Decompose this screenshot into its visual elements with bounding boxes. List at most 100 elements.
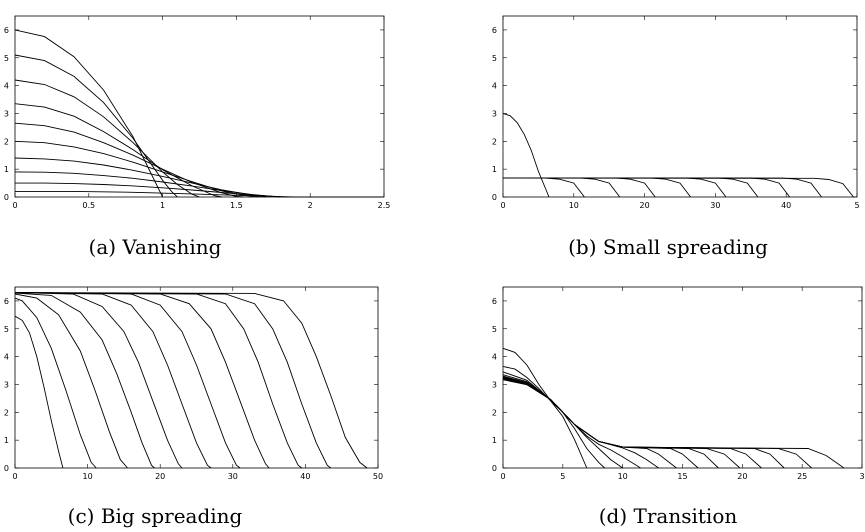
x-tick-label: 3 — [859, 472, 864, 481]
series-line-5 — [503, 177, 691, 198]
y-tick-label: 2 — [492, 137, 497, 146]
y-tick-label: 4 — [4, 353, 9, 362]
x-tick-label: 1.5 — [230, 201, 243, 210]
series-line-8 — [14, 292, 270, 469]
series-line-6 — [14, 140, 259, 198]
series-line-13 — [502, 379, 845, 469]
x-tick-label: 0 — [12, 201, 17, 210]
series-line-2 — [14, 54, 178, 198]
y-tick-label: 5 — [492, 325, 497, 334]
x-tick-label: 0 — [500, 472, 505, 481]
caption-a: (a) Vanishing — [89, 235, 222, 259]
series-line-11 — [14, 292, 368, 469]
plot-frame — [14, 286, 379, 469]
x-tick-label: 5 — [560, 472, 565, 481]
series-line-5 — [14, 122, 244, 198]
x-tick-label: 0.5 — [82, 201, 95, 210]
series-line-6 — [502, 376, 677, 469]
series-line-8 — [502, 377, 719, 469]
series-line-1 — [502, 113, 550, 198]
y-tick-label: 1 — [4, 436, 9, 445]
caption-d: (d) Transition — [599, 504, 738, 528]
y-tick-label: 0 — [4, 193, 9, 202]
y-tick-label: 5 — [4, 325, 9, 334]
x-tick-label: 30 — [710, 201, 720, 210]
series-line-7 — [503, 177, 759, 198]
x-tick-label: 10 — [569, 201, 579, 210]
x-tick-label: 0 — [500, 201, 505, 210]
series-line-4 — [14, 103, 222, 198]
x-tick-label: 5 — [854, 201, 859, 210]
x-tick-label: 20 — [155, 472, 165, 481]
y-tick-label: 0 — [492, 464, 497, 473]
y-tick-label: 1 — [4, 165, 9, 174]
x-tick-label: 30 — [228, 472, 238, 481]
x-tick-label: 2 — [308, 201, 313, 210]
series-line-4 — [503, 177, 656, 198]
caption-c: (c) Big spreading — [68, 504, 243, 528]
x-tick-label: 25 — [797, 472, 807, 481]
series-line-9 — [503, 177, 822, 198]
series-line-3 — [502, 371, 623, 469]
y-tick-label: 6 — [492, 26, 497, 35]
x-tick-label: 40 — [781, 201, 791, 210]
y-tick-label: 3 — [492, 109, 497, 118]
y-tick-label: 6 — [4, 26, 9, 35]
series-line-8 — [503, 177, 791, 198]
y-tick-label: 5 — [492, 54, 497, 63]
caption-b: (b) Small spreading — [568, 235, 768, 259]
y-tick-label: 1 — [492, 436, 497, 445]
series-line-4 — [14, 292, 155, 469]
y-tick-label: 3 — [492, 380, 497, 389]
series-line-6 — [503, 177, 727, 198]
y-tick-label: 0 — [4, 464, 9, 473]
series-line-10 — [15, 190, 296, 198]
series-line-9 — [14, 292, 303, 469]
plot-frame — [14, 15, 385, 198]
x-tick-label: 10 — [618, 472, 628, 481]
y-tick-label: 6 — [4, 297, 9, 306]
y-tick-label: 3 — [4, 109, 9, 118]
y-tick-label: 2 — [492, 408, 497, 417]
series-line-7 — [14, 292, 241, 469]
y-tick-label: 3 — [4, 380, 9, 389]
x-tick-label: 40 — [300, 472, 310, 481]
series-line-2 — [502, 365, 606, 469]
plot-frame — [502, 286, 863, 469]
series-line-8 — [14, 171, 281, 198]
x-tick-label: 2.5 — [378, 201, 391, 210]
y-tick-label: 4 — [492, 353, 497, 362]
x-tick-label: 10 — [83, 472, 93, 481]
series-line-5 — [14, 292, 183, 469]
series-line-9 — [15, 182, 289, 198]
x-tick-label: 20 — [640, 201, 650, 210]
y-tick-label: 2 — [4, 408, 9, 417]
y-tick-label: 5 — [4, 54, 9, 63]
panel-big-spreading: 0 10 20 30 40 50 0 1 2 3 4 5 6 — [4, 286, 383, 481]
plot-frame — [502, 15, 858, 198]
series-line-1 — [14, 315, 64, 469]
panel-vanishing: 0 0.5 1 1.5 2 2.5 0 1 2 3 4 5 6 — [4, 15, 391, 210]
series-line-12 — [502, 378, 813, 469]
y-tick-label: 1 — [492, 165, 497, 174]
y-tick-label: 4 — [492, 82, 497, 91]
series-line-1 — [14, 29, 164, 198]
series-line-3 — [14, 293, 128, 469]
x-tick-label: 1 — [160, 201, 165, 210]
x-tick-label: 20 — [737, 472, 747, 481]
series-line-3 — [503, 177, 621, 198]
y-tick-label: 2 — [4, 137, 9, 146]
x-tick-label: 50 — [373, 472, 383, 481]
y-tick-label: 6 — [492, 297, 497, 306]
series-line-2 — [14, 297, 97, 469]
series-line-2 — [503, 177, 585, 198]
x-tick-label: 0 — [12, 472, 17, 481]
y-tick-label: 0 — [492, 193, 497, 202]
series-line-7 — [502, 377, 699, 469]
series-line-6 — [14, 292, 212, 469]
series-line-10 — [502, 177, 854, 198]
y-tick-label: 4 — [4, 82, 9, 91]
